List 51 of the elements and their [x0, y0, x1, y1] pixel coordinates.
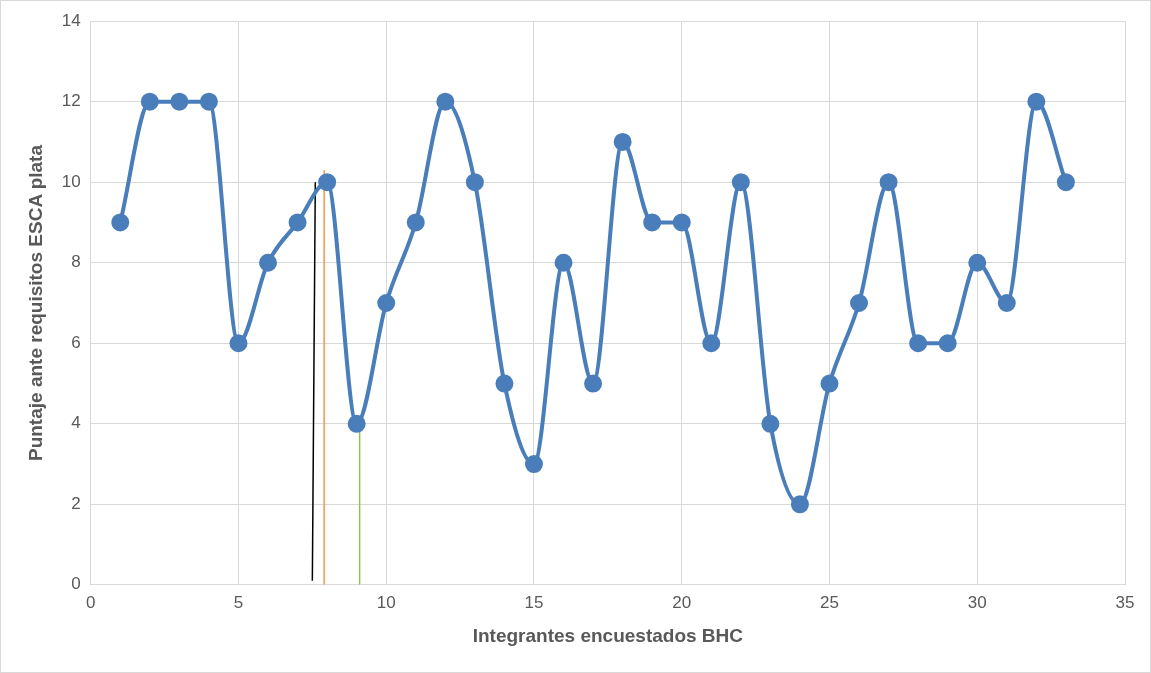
point [879, 173, 898, 192]
point [495, 374, 514, 393]
point [406, 213, 425, 232]
point [199, 92, 218, 111]
point [790, 495, 809, 514]
point [554, 253, 573, 272]
x-tick-label: 0 [85, 592, 96, 612]
point [613, 132, 632, 151]
point [702, 334, 721, 353]
y-tick-label: 10 [61, 171, 81, 191]
point [643, 213, 662, 232]
x-tick-label: 20 [672, 592, 692, 612]
y-axis-title: Puntaje ante requisitos ESCA plata [24, 144, 46, 462]
y-tick-label: 4 [71, 413, 81, 433]
y-tick-label: 8 [71, 252, 81, 272]
point [259, 253, 278, 272]
x-axis-title: Integrantes encuestados BHC [472, 624, 744, 646]
point [1056, 173, 1075, 192]
point [140, 92, 159, 111]
point [968, 253, 987, 272]
point [524, 455, 543, 474]
point [436, 92, 455, 111]
x-tick-label: 5 [233, 592, 244, 612]
y-tick-label: 0 [71, 574, 81, 594]
point [170, 92, 189, 111]
point [347, 414, 366, 433]
y-tick-label: 2 [71, 493, 81, 513]
point [318, 173, 337, 192]
point [850, 294, 869, 312]
x-tick-label: 35 [1115, 592, 1135, 612]
point [377, 294, 396, 312]
point [584, 374, 603, 393]
x-tick-label: 15 [524, 592, 544, 612]
y-tick-label: 12 [61, 91, 81, 111]
x-tick-label: 10 [376, 592, 396, 612]
point [465, 173, 484, 192]
point [761, 414, 780, 433]
point [997, 294, 1016, 312]
point [909, 334, 928, 353]
point [111, 213, 130, 232]
point [1027, 92, 1046, 111]
point [731, 173, 750, 192]
y-tick-label: 6 [71, 332, 81, 352]
x-tick-label: 30 [967, 592, 987, 612]
point [288, 213, 307, 232]
point [938, 334, 957, 353]
point [672, 213, 691, 232]
x-tick-label: 25 [820, 592, 839, 612]
point [229, 334, 248, 353]
y-tick-label: 14 [61, 10, 81, 30]
point [820, 374, 839, 393]
